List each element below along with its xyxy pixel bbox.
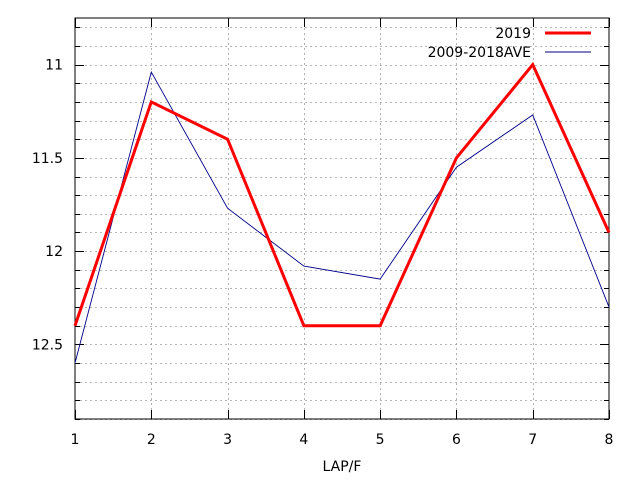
legend: 2019 2009-2018AVE xyxy=(428,26,591,61)
axis-ticks xyxy=(75,18,610,420)
y-tick-labels: 11 11.5 12 12.5 xyxy=(32,58,63,354)
x-tick-label: 5 xyxy=(376,432,385,448)
series-line-main xyxy=(73,61,611,328)
y-tick-label: 11.5 xyxy=(32,151,63,167)
legend-label: 2019 xyxy=(495,26,531,42)
legend-label: 2009-2018AVE xyxy=(428,45,531,61)
x-axis-label: LAP/F xyxy=(323,459,362,475)
x-tick-label: 6 xyxy=(452,432,461,448)
plot-frame xyxy=(74,17,610,420)
x-tick-label: 8 xyxy=(605,432,614,448)
x-tick-labels: 1 2 3 4 5 6 7 8 xyxy=(71,432,614,448)
x-tick-label: 2 xyxy=(147,432,156,448)
y-tick-label: 12.5 xyxy=(32,337,63,353)
y-tick-label: 12 xyxy=(45,244,63,260)
series-lines xyxy=(73,61,611,364)
x-tick-label: 1 xyxy=(71,432,80,448)
series-line-average xyxy=(74,70,610,364)
x-tick-label: 3 xyxy=(223,432,232,448)
grid xyxy=(75,18,609,420)
x-tick-label: 4 xyxy=(299,432,308,448)
x-tick-label: 7 xyxy=(528,432,537,448)
y-tick-label: 11 xyxy=(45,58,63,74)
